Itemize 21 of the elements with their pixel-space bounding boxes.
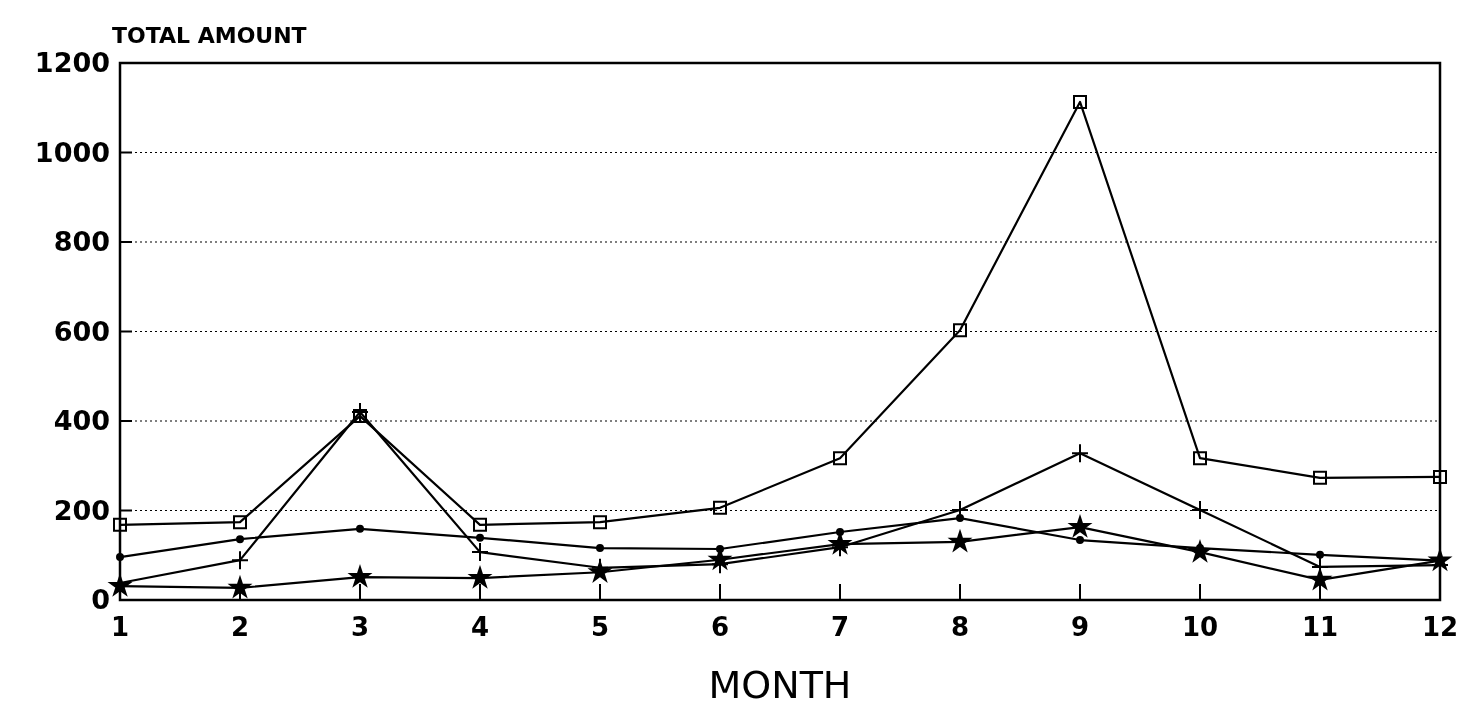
x-tick-label: 6 — [710, 612, 730, 642]
x-tick-label: 2 — [230, 612, 250, 642]
x-tick-label: 8 — [950, 612, 970, 642]
y-tick-label: 800 — [53, 226, 110, 258]
y-tick-label: 600 — [53, 315, 110, 347]
x-tick-label: 3 — [350, 612, 370, 642]
y-tick-label: 0 — [91, 584, 110, 616]
x-tick-label: 9 — [1070, 612, 1090, 642]
y-tick-label: 400 — [53, 405, 110, 437]
x-tick-label: 11 — [1301, 612, 1339, 642]
y-tick-label: 1000 — [34, 136, 110, 168]
x-tick-label: 4 — [470, 612, 490, 642]
x-tick-label: 7 — [830, 612, 850, 642]
x-tick-label: 5 — [590, 612, 610, 642]
y-axis-title: TOTAL AMOUNT — [112, 23, 307, 48]
y-tick-label: 1200 — [34, 47, 110, 79]
x-tick-label: 1 — [110, 612, 130, 642]
y-tick-label: 200 — [53, 494, 110, 526]
x-axis-title: MONTH — [708, 663, 852, 707]
x-tick-label: 10 — [1181, 612, 1219, 642]
x-tick-label: 12 — [1421, 612, 1459, 642]
